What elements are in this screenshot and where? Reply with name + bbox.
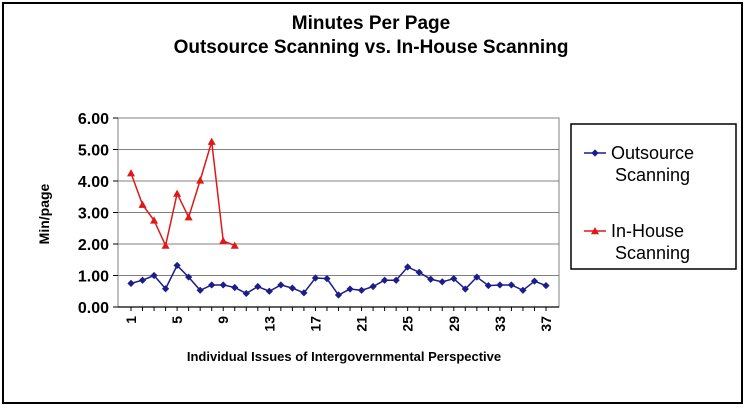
data-point	[392, 276, 400, 284]
data-point	[473, 273, 481, 281]
data-point	[173, 261, 181, 270]
data-point	[242, 289, 250, 298]
data-point	[127, 169, 135, 177]
data-point	[496, 281, 504, 289]
data-point	[207, 137, 216, 145]
data-point	[150, 271, 158, 280]
y-axis: 0.00 1.00 2.00 3.00 4.00 5.00 6.00	[78, 111, 118, 317]
x-tick-label: 33	[492, 316, 508, 332]
data-point	[288, 284, 296, 292]
data-point	[196, 286, 204, 294]
x-tick-label: 29	[446, 316, 462, 332]
data-point	[208, 281, 216, 289]
data-point	[438, 278, 446, 286]
data-point	[357, 286, 366, 294]
y-tick-label: 1.00	[78, 269, 109, 286]
data-point	[369, 282, 377, 291]
legend-label: In-House	[611, 221, 684, 241]
data-point	[415, 268, 423, 276]
x-tick-label: 1	[123, 316, 139, 324]
y-tick-label: 3.00	[78, 206, 109, 223]
data-point	[254, 282, 262, 291]
legend-label: Scanning	[615, 165, 690, 185]
data-point	[427, 275, 435, 283]
data-point	[161, 285, 170, 293]
data-point	[196, 176, 205, 184]
data-point	[450, 275, 458, 283]
legend-label: Outsource	[611, 143, 694, 163]
series-line	[130, 141, 236, 248]
data-point	[346, 285, 354, 293]
data-point	[219, 281, 227, 289]
data-point	[311, 274, 320, 282]
gridlines	[118, 149, 559, 276]
legend-label: Scanning	[615, 243, 690, 263]
data-point	[138, 276, 147, 284]
data-point	[277, 281, 285, 289]
x-axis-label: Individual Issues of Intergovernmental P…	[187, 349, 501, 364]
series-in-house	[127, 137, 239, 249]
data-point	[127, 279, 135, 287]
chart-title: Minutes Per Page	[292, 13, 450, 34]
data-point	[161, 241, 170, 249]
series-outsource	[127, 261, 550, 299]
x-tick-label: 17	[307, 316, 323, 332]
data-point	[461, 285, 469, 293]
x-tick-label: 5	[169, 316, 185, 324]
data-point	[484, 281, 492, 290]
data-point	[519, 286, 527, 294]
data-point	[231, 283, 239, 292]
data-point	[300, 289, 308, 297]
legend-marker	[591, 227, 599, 235]
x-tick-label: 13	[261, 316, 277, 332]
data-point	[381, 276, 389, 284]
series-group	[127, 137, 550, 299]
y-tick-label: 4.00	[78, 174, 109, 191]
y-tick-label: 5.00	[78, 143, 109, 160]
data-point	[404, 263, 412, 271]
x-tick-label: 25	[400, 316, 416, 332]
data-point	[184, 213, 193, 221]
y-axis-label: Min/page	[36, 183, 52, 244]
data-point	[219, 236, 228, 245]
y-tick-label: 2.00	[78, 237, 109, 254]
x-tick-label: 37	[538, 316, 554, 332]
y-tick-label: 0.00	[78, 300, 109, 317]
x-tick-label: 9	[215, 316, 231, 324]
data-point	[185, 273, 193, 281]
data-point	[150, 216, 159, 224]
x-axis: 1 5 9 13 17 21 25 29 33 37	[118, 306, 559, 332]
data-point	[334, 291, 343, 299]
data-point	[265, 287, 273, 295]
data-point	[323, 275, 331, 283]
data-point	[173, 189, 182, 197]
data-point	[138, 200, 147, 208]
data-point	[530, 277, 539, 285]
x-tick-label: 21	[354, 316, 370, 332]
data-point	[542, 281, 550, 290]
legend-box	[570, 123, 737, 270]
legend-marker	[591, 149, 599, 157]
data-point	[230, 241, 239, 249]
chart-subtitle: Outsource Scanning vs. In-House Scanning	[174, 37, 569, 58]
data-point	[507, 281, 516, 289]
y-tick-label: 6.00	[78, 111, 109, 128]
